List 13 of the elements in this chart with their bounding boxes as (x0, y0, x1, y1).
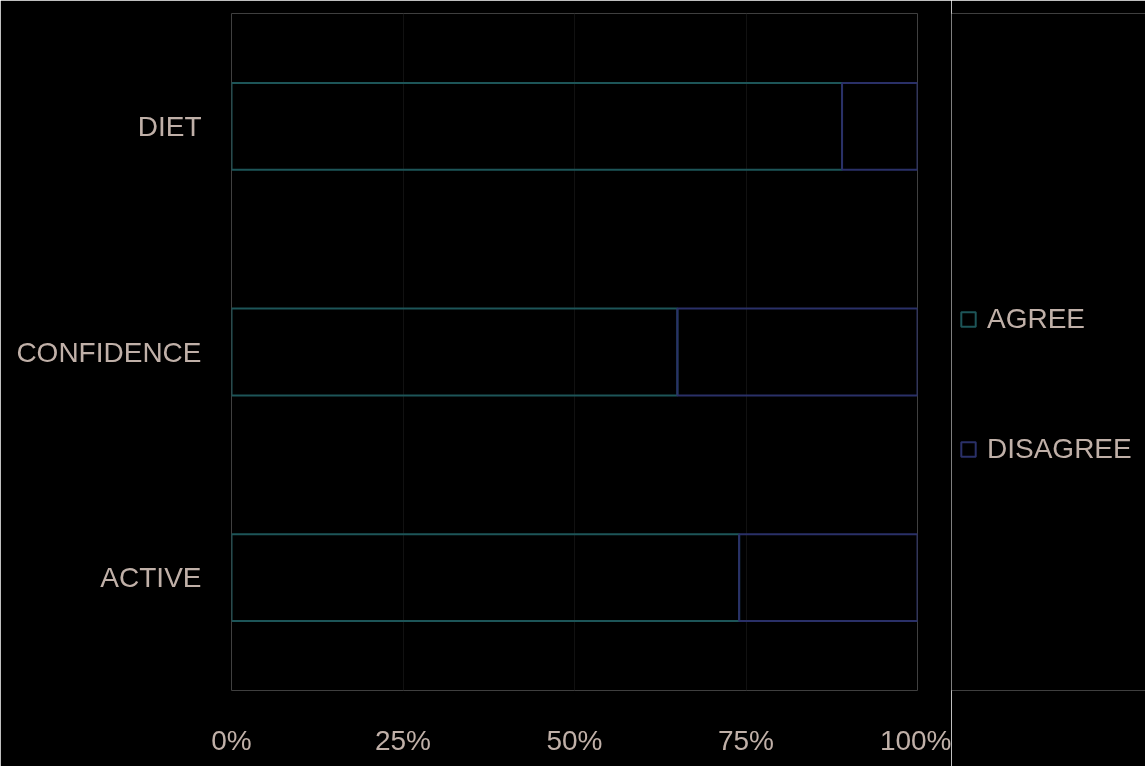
bar (231, 533, 741, 623)
bar (231, 81, 844, 171)
y-tick-label: DIET (137, 110, 202, 142)
x-tick-label: 100% (879, 724, 952, 756)
x-tick-label: 75% (717, 724, 775, 756)
x-tick-label: 50% (546, 724, 603, 756)
y-tick-label: CONFIDENCE (16, 336, 202, 368)
bar (231, 307, 679, 397)
x-tick-label: 0% (211, 724, 252, 756)
legend-label: AGREE (987, 303, 1086, 335)
y-tick-label: ACTIVE (100, 562, 202, 594)
x-tick-label: 25% (374, 724, 432, 756)
legend-label: DISAGREE (987, 433, 1132, 465)
